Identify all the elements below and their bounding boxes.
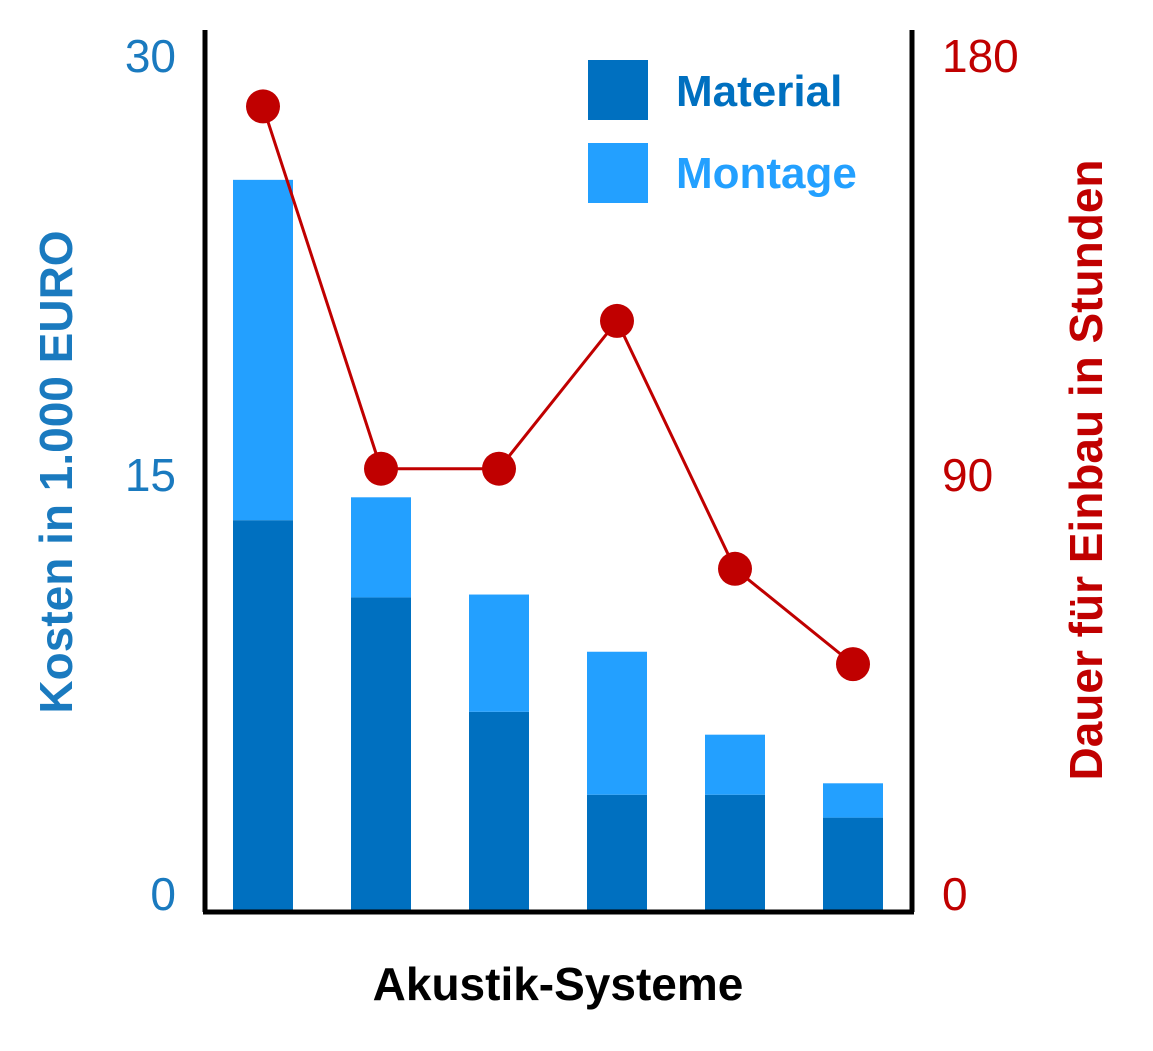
duration-point — [364, 451, 398, 486]
right-tick-label: 0 — [942, 868, 968, 920]
legend-label-montage: Montage — [676, 149, 857, 198]
left-tick-label: 0 — [150, 868, 176, 920]
legend-swatch-montage — [588, 143, 648, 203]
legend-swatch-material — [588, 60, 648, 120]
left-tick-label: 15 — [125, 449, 176, 501]
bar-material — [705, 794, 765, 912]
duration-line — [261, 105, 854, 666]
right-tick-label: 180 — [942, 30, 1019, 82]
bar-montage — [233, 179, 293, 521]
legend: Material Montage — [588, 60, 857, 203]
duration-point — [836, 647, 870, 682]
right-tick-label: 90 — [942, 449, 993, 501]
bar-material — [351, 597, 411, 912]
bar-material — [469, 711, 529, 912]
legend-label-material: Material — [676, 67, 842, 116]
bar-material — [823, 817, 883, 912]
left-axis-title: Kosten in 1.000 EURO — [30, 230, 82, 713]
bar-montage — [351, 497, 411, 598]
x-axis-title: Akustik-Systeme — [373, 958, 744, 1010]
right-axis-title: Dauer für Einbau in Stunden — [1060, 159, 1112, 780]
bars-layer — [233, 179, 883, 912]
duration-point — [718, 551, 752, 586]
bar-montage — [587, 651, 647, 795]
duration-line-layer — [246, 89, 870, 682]
bar-montage — [705, 734, 765, 795]
bar-montage — [823, 783, 883, 818]
left-tick-label: 30 — [125, 30, 176, 82]
duration-point — [246, 89, 280, 124]
bar-material — [587, 794, 647, 912]
bar-material — [233, 520, 293, 912]
bar-montage — [469, 594, 529, 712]
duration-point — [600, 303, 634, 338]
duration-point — [482, 451, 516, 486]
